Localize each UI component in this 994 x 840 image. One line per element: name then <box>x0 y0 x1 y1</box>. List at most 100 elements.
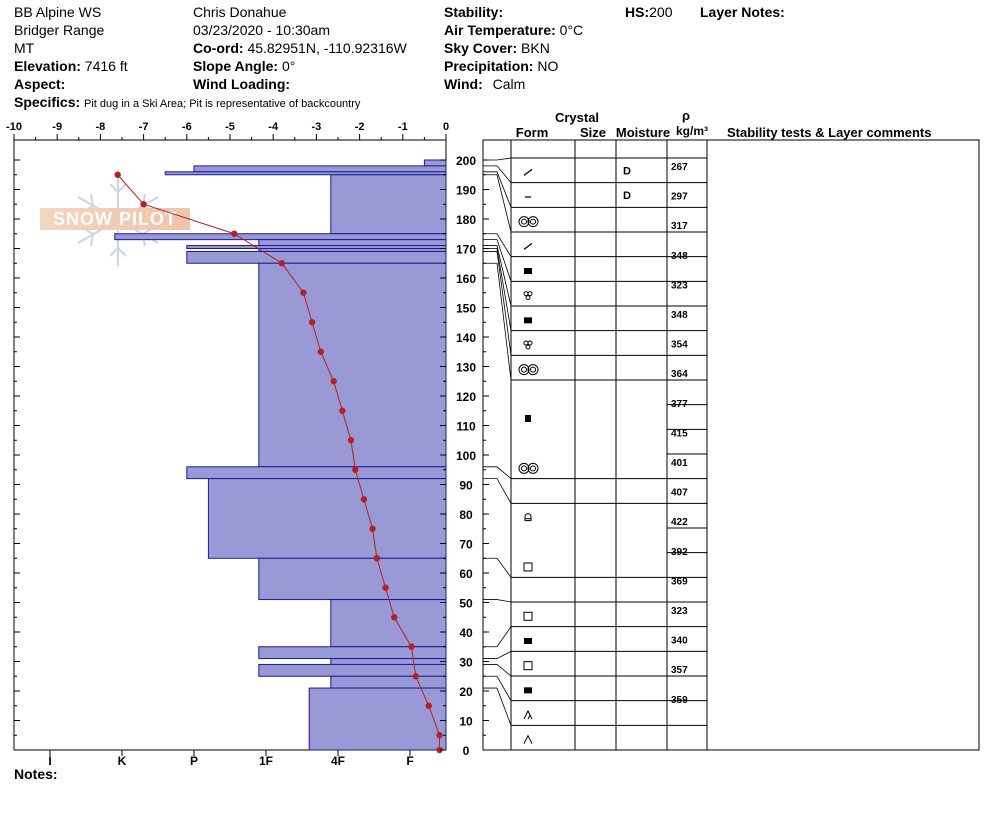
header-moisture: Moisture <box>616 125 670 140</box>
specifics-label: Specifics: <box>14 94 81 110</box>
faceted-icon <box>523 562 533 572</box>
height-tick-label: 110 <box>456 420 476 434</box>
height-tick-label: 180 <box>456 213 476 227</box>
temperature-point <box>408 643 415 650</box>
layer-connector <box>483 599 512 603</box>
ice-icon <box>524 687 532 694</box>
temperature-point <box>114 171 121 178</box>
aspect-label: Aspect: <box>14 76 66 92</box>
symbol-ring <box>521 218 527 225</box>
temperature-point <box>412 673 419 680</box>
layer-connector <box>483 687 512 726</box>
symbol-ring <box>530 465 536 472</box>
symbol-circle <box>523 340 529 346</box>
layer-connector <box>483 664 512 677</box>
hardness-bar <box>258 557 447 601</box>
coord-label: Co-ord: <box>193 40 244 56</box>
symbol-circle <box>527 291 533 297</box>
header-rho: ρ <box>682 108 690 123</box>
rounded-faceted-icon <box>523 340 533 350</box>
hardness-bar <box>186 250 447 264</box>
temperature-point <box>278 260 286 267</box>
hardness-bar <box>193 165 447 173</box>
elevation-label: Elevation: <box>14 58 81 74</box>
temperature-point <box>140 201 147 208</box>
wind-loading-row: Wind Loading: <box>193 76 290 92</box>
faceted-icon <box>523 611 533 621</box>
symbol-circle <box>525 344 531 350</box>
melt-freeze-icon <box>518 462 539 474</box>
moisture-symbols: DD <box>623 165 631 202</box>
height-tick-label: 30 <box>459 656 473 670</box>
air-temp-row: Air Temperature: 0°C <box>444 22 583 38</box>
hardness-bar <box>207 478 447 559</box>
symbol-stroke <box>527 714 531 720</box>
height-tick-label: 60 <box>459 567 473 581</box>
density-value: 340 <box>671 636 688 647</box>
symbol-square <box>523 562 533 572</box>
slope-label: Slope Angle: <box>193 58 279 74</box>
melt-freeze-icon <box>518 364 539 376</box>
height-tick-label: 150 <box>456 302 476 316</box>
faceted-icon <box>523 661 533 671</box>
temperature-axis: -10 -9 -8 -7 -6 -5 -4 -3 -2 -1 0 <box>6 121 449 140</box>
temperature-point <box>369 525 376 532</box>
density-values: 267 297 317 348 323 348 354 364 377 415 401 407 422 3… <box>671 162 688 706</box>
layer-connector <box>483 171 512 208</box>
hardness-bar <box>330 174 447 235</box>
ice-icon <box>524 317 532 324</box>
precipitation-label: Precipitation: <box>444 58 534 74</box>
symbol-stroke <box>523 242 533 250</box>
layer-connector <box>483 251 512 356</box>
hardness-bar <box>164 171 447 176</box>
sky-cover-value: BKN <box>521 40 550 56</box>
temperature-point <box>308 319 316 326</box>
layer-connector <box>483 557 512 578</box>
decomposing-icon <box>523 168 533 176</box>
height-tick-label: 90 <box>459 479 473 493</box>
temperature-point <box>352 466 359 473</box>
coord-value: 45.82951N, -110.92316W <box>247 40 407 56</box>
specifics-row: Specifics: Pit dug in a Ski Area; Pit is… <box>14 94 360 112</box>
height-tick-label: 0 <box>463 744 470 758</box>
layer-connector <box>483 233 512 257</box>
temperature-point <box>330 378 337 385</box>
depth-hoar-partial-icon <box>523 709 533 720</box>
symbol-ring <box>521 366 527 373</box>
state: MT <box>14 40 35 56</box>
symbol-block <box>525 416 531 422</box>
density-value: 392 <box>671 547 688 558</box>
temperature-point <box>382 584 389 591</box>
symbol-square <box>523 611 533 621</box>
symbol-shape <box>524 513 532 522</box>
density-value: 317 <box>671 221 688 232</box>
temperature-point <box>317 348 324 355</box>
height-tick-label: 50 <box>459 597 473 611</box>
hardness-bar <box>423 159 447 167</box>
layer-notes-label: Layer Notes: <box>700 4 785 20</box>
hardness-tick-label: 1F <box>259 754 273 768</box>
hs-label: HS: <box>625 4 650 20</box>
symbol-stroke <box>523 709 533 720</box>
hs-row: HS:200 <box>625 4 672 20</box>
density-value: 354 <box>671 340 688 351</box>
height-tick-label: 70 <box>459 538 473 552</box>
hardness-bar <box>258 646 447 660</box>
header-form: Form <box>516 125 549 140</box>
symbol-block <box>524 638 532 644</box>
header-stability-tests: Stability tests & Layer comments <box>727 125 931 140</box>
density-value: 323 <box>671 280 688 291</box>
precipitation-row: Precipitation: NO <box>444 58 558 74</box>
hs-value: 200 <box>649 4 673 20</box>
symbol-ring <box>530 218 536 225</box>
height-tick-label: 190 <box>456 184 476 198</box>
symbol-stroke <box>523 168 533 176</box>
layer-connector <box>483 478 512 504</box>
density-value: 357 <box>671 665 688 676</box>
sky-cover-row: Sky Cover: BKN <box>444 40 550 56</box>
depth-hoar-icon <box>523 734 533 744</box>
aspect-row: Aspect: <box>14 76 65 92</box>
height-tick-label: 120 <box>456 390 476 404</box>
symbol-stroke <box>523 734 533 744</box>
slope-row: Slope Angle: 0° <box>193 58 295 74</box>
